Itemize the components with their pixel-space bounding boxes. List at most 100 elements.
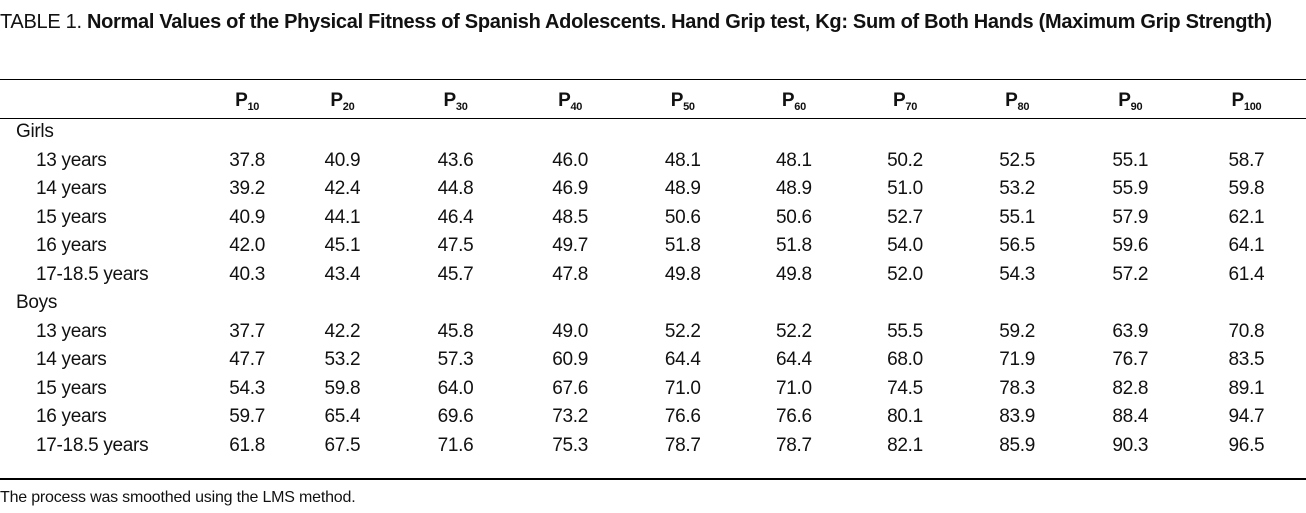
table-cell: 50.2 <box>887 149 923 171</box>
table-row: 15 years 40.9 44.1 46.4 48.5 50.6 50.6 52.7 55.1… <box>0 204 1306 233</box>
percentile-letter: P <box>893 89 906 111</box>
table-cell: 52.2 <box>775 320 812 342</box>
group-label: Boys <box>16 292 58 314</box>
percentile-subscript: 90 <box>1130 100 1143 113</box>
column-header-p70: P70 <box>849 84 960 118</box>
percentile-subscript: 60 <box>794 100 806 113</box>
percentile-letter: P <box>670 89 684 111</box>
group-row: Girls <box>0 118 1306 147</box>
table-cell: 42.2 <box>324 320 361 342</box>
percentile-subscript: 30 <box>455 100 468 113</box>
table-cell: 83.9 <box>999 406 1036 428</box>
column-header-p80: P80 <box>961 84 1074 118</box>
percentile-subscript: 70 <box>905 100 918 113</box>
group-row: Boys <box>0 289 1306 318</box>
table-cell: 63.9 <box>1112 320 1149 342</box>
table-cell: 46.4 <box>437 206 474 228</box>
table-cell: 55.1 <box>1112 149 1149 171</box>
table-cell: 47.7 <box>229 349 265 371</box>
table-cell: 65.4 <box>324 406 361 428</box>
table-cell: 49.7 <box>552 235 588 257</box>
table-cell: 51.8 <box>775 235 812 257</box>
table-cell: 56.5 <box>999 235 1036 257</box>
table-cell: 50.6 <box>664 206 701 228</box>
table-cell: 57.3 <box>437 349 474 371</box>
table-cell: 55.1 <box>999 206 1036 228</box>
percentile-letter: P <box>443 89 457 111</box>
percentile-letter: P <box>781 89 795 111</box>
table-cell: 40.3 <box>229 263 265 285</box>
table-row: 16 years 42.0 45.1 47.5 49.7 51.8 51.8 54.0 56.5… <box>0 232 1306 261</box>
table-cell: 64.0 <box>437 377 474 399</box>
column-header-p50: P50 <box>627 84 738 118</box>
table-cell: 48.9 <box>775 178 812 200</box>
percentile-subscript: 80 <box>1017 100 1030 113</box>
percentile-subscript: 100 <box>1243 100 1262 113</box>
table-cell: 96.5 <box>1228 434 1265 456</box>
percentile-subscript: 10 <box>247 100 260 113</box>
table-cell: 74.5 <box>887 377 923 399</box>
table-cell: 55.9 <box>1112 178 1149 200</box>
footnote: The process was smoothed using the LMS m… <box>0 489 356 506</box>
column-header-p30: P30 <box>398 84 513 118</box>
table-cell: 62.1 <box>1228 206 1265 228</box>
table-cell: 54.3 <box>999 263 1036 285</box>
percentile-table: P10 P20 P30 P40 P50 P60 P70 P80 P90 P100 Girls 13 … <box>0 84 1306 460</box>
table-caption: Normal Values of the Physical Fitness of… <box>86 11 1272 33</box>
table-cell: 71.6 <box>437 434 474 456</box>
table-cell: 57.9 <box>1112 206 1149 228</box>
column-header-p20: P20 <box>287 84 398 118</box>
table-cell: 51.0 <box>887 178 923 200</box>
table-row: 17-18.5 years 61.8 67.5 71.6 75.3 78.7 78.7 82.… <box>0 432 1306 461</box>
table-cell: 67.5 <box>324 434 361 456</box>
percentile-letter: P <box>1118 89 1131 111</box>
table-cell: 71.0 <box>775 377 812 399</box>
table-cell: 51.8 <box>664 235 701 257</box>
percentile-letter: P <box>330 89 343 111</box>
row-label-header <box>0 84 207 118</box>
table-cell: 59.2 <box>999 320 1036 342</box>
table-cell: 45.8 <box>437 320 474 342</box>
table-row: 14 years 47.7 53.2 57.3 60.9 64.4 64.4 68.0 71.9… <box>0 346 1306 375</box>
column-header-p90: P90 <box>1074 84 1187 118</box>
bottom-rule <box>0 478 1306 480</box>
table-cell: 52.7 <box>887 206 923 228</box>
table-cell: 68.0 <box>887 349 923 371</box>
table-cell: 76.7 <box>1112 349 1149 371</box>
age-label: 17-18.5 years <box>36 434 149 456</box>
header-row: P10 P20 P30 P40 P50 P60 P70 P80 P90 P100 <box>0 84 1306 118</box>
table-cell: 49.8 <box>664 263 701 285</box>
table-cell: 76.6 <box>775 406 812 428</box>
table-cell: 48.5 <box>552 206 588 228</box>
percentile-letter: P <box>558 89 571 111</box>
table-cell: 61.8 <box>229 434 265 456</box>
table-cell: 88.4 <box>1112 406 1149 428</box>
table-cell: 61.4 <box>1228 263 1265 285</box>
table-cell: 39.2 <box>229 178 265 200</box>
table-cell: 90.3 <box>1112 434 1149 456</box>
percentile-subscript: 20 <box>342 100 355 113</box>
age-label: 14 years <box>36 178 107 200</box>
top-rule <box>0 79 1306 80</box>
percentile-subscript: 40 <box>570 100 583 113</box>
table-cell: 60.9 <box>552 349 588 371</box>
table-cell: 42.0 <box>229 235 265 257</box>
table-cell: 69.6 <box>437 406 474 428</box>
table-cell: 64.4 <box>664 349 701 371</box>
header-rule <box>0 118 1306 119</box>
table-cell: 57.2 <box>1112 263 1149 285</box>
column-header-p100: P100 <box>1187 84 1306 118</box>
age-label: 17-18.5 years <box>36 263 149 285</box>
table-cell: 64.1 <box>1228 235 1265 257</box>
table-row: 14 years 39.2 42.4 44.8 46.9 48.9 48.9 51.0 53.2… <box>0 175 1306 204</box>
table-cell: 54.3 <box>229 377 265 399</box>
table-cell: 71.0 <box>664 377 701 399</box>
table-cell: 45.1 <box>324 235 361 257</box>
table-cell: 48.1 <box>775 149 812 171</box>
table-cell: 43.6 <box>437 149 474 171</box>
table-cell: 52.0 <box>887 263 923 285</box>
age-label: 13 years <box>36 320 107 342</box>
age-label: 13 years <box>36 149 107 171</box>
column-header-p60: P60 <box>738 84 849 118</box>
table-cell: 52.5 <box>999 149 1036 171</box>
